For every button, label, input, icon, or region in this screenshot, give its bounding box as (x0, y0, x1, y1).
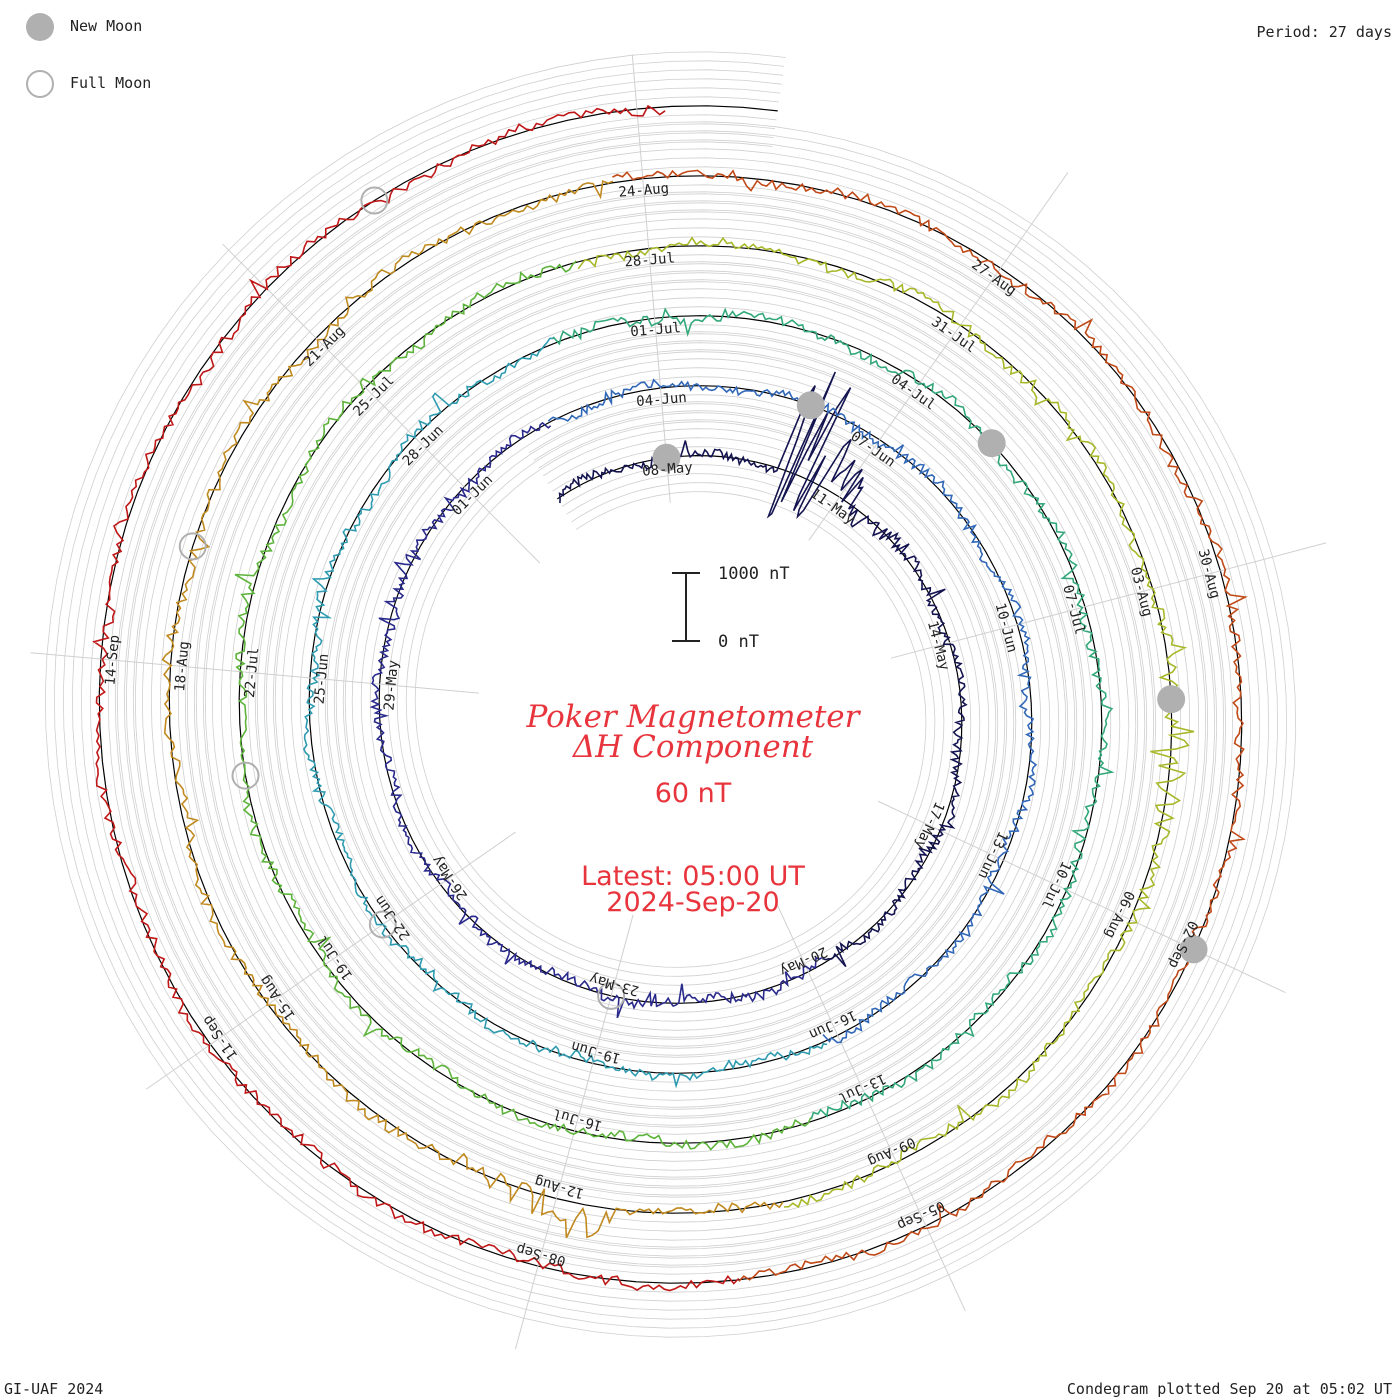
field-trace (302, 337, 828, 1089)
field-trace (369, 421, 823, 1019)
date-tick-label: 10-Jun (992, 601, 1020, 654)
legend-full-moon-label: Full Moon (70, 74, 152, 92)
field-trace (234, 260, 812, 1151)
date-tick-label: 30-Aug (1195, 547, 1223, 600)
date-tick-label: 07-Jul (1059, 583, 1087, 636)
full-moon-icon (26, 70, 54, 98)
legend-new-moon-label: New Moon (70, 17, 143, 35)
plotted-label: Condegram plotted Sep 20 at 05:02 UT (1066, 1380, 1392, 1398)
new-moon-marker (977, 429, 1006, 458)
date-tick-label: 23-May (588, 970, 641, 999)
full-moon-marker (231, 761, 260, 790)
full-moon-marker (360, 186, 389, 215)
scale-bar: 1000 nT 0 nT (672, 564, 790, 652)
scale-high-label: 1000 nT (718, 564, 790, 584)
date-tick-label: 22-Jul (242, 647, 263, 699)
field-trace (552, 307, 1115, 1120)
date-tick-label: 03-Aug (1127, 565, 1155, 618)
spoke-line (146, 831, 516, 1090)
moon-markers (178, 186, 1208, 1010)
date-tick-label: 14-Sep (102, 634, 123, 686)
radial-spokes (30, 54, 1327, 1350)
date-tick-label: 16-Jun (806, 1007, 859, 1043)
period-label: Period: 27 days (1256, 23, 1392, 41)
date-tick-label: 19-Jun (569, 1038, 622, 1067)
date-tick-label: 25-Jun (312, 653, 333, 705)
date-tick-label: 04-Jun (636, 390, 688, 410)
full-moon-marker (178, 532, 207, 561)
new-moon-marker (1179, 935, 1208, 964)
date-tick-label: 24-Aug (618, 181, 670, 201)
spoke-line (30, 652, 479, 694)
date-tick-label: 29-May (381, 659, 402, 711)
date-tick-label: 01-Jul (630, 320, 682, 340)
field-trace (612, 169, 1248, 1282)
spoke-line (631, 54, 671, 503)
component-title: ΔH Component (572, 729, 814, 765)
new-moon-marker (652, 443, 681, 472)
spoke-line (877, 800, 1286, 993)
station-title: Poker Magnetometer (526, 699, 862, 735)
field-trace (558, 371, 968, 968)
new-moon-icon (26, 13, 54, 41)
data-traces (92, 104, 1248, 1292)
date-tick-label: 09-Aug (865, 1134, 918, 1170)
date-tick-label: 28-Jul (624, 250, 676, 270)
spoke-line (775, 902, 966, 1312)
new-moon-marker (1157, 685, 1186, 714)
scale-low-label: 0 nT (718, 632, 759, 652)
date-tick-label: 18-Aug (172, 641, 193, 693)
spoke-line (514, 914, 634, 1350)
field-trace (547, 378, 1038, 1044)
date-tick-label: 08-May (642, 460, 694, 480)
field-trace (161, 179, 784, 1239)
center-title: Poker Magnetometer ΔH Component 60 nT La… (526, 699, 862, 918)
field-trace (577, 236, 1195, 1209)
baseline-value: 60 nT (655, 778, 732, 809)
date-tick-label: 08-Sep (515, 1240, 568, 1269)
credit-label: GI-UAF 2024 (4, 1380, 104, 1398)
full-moon-marker (597, 981, 626, 1010)
full-moon-marker (368, 910, 397, 939)
new-moon-marker (796, 391, 825, 420)
spoke-line (890, 542, 1327, 659)
latest-time: Latest: 05:00 UT (581, 861, 805, 892)
latest-date: 2024-Sep-20 (606, 887, 779, 918)
spoke-line (222, 243, 541, 564)
